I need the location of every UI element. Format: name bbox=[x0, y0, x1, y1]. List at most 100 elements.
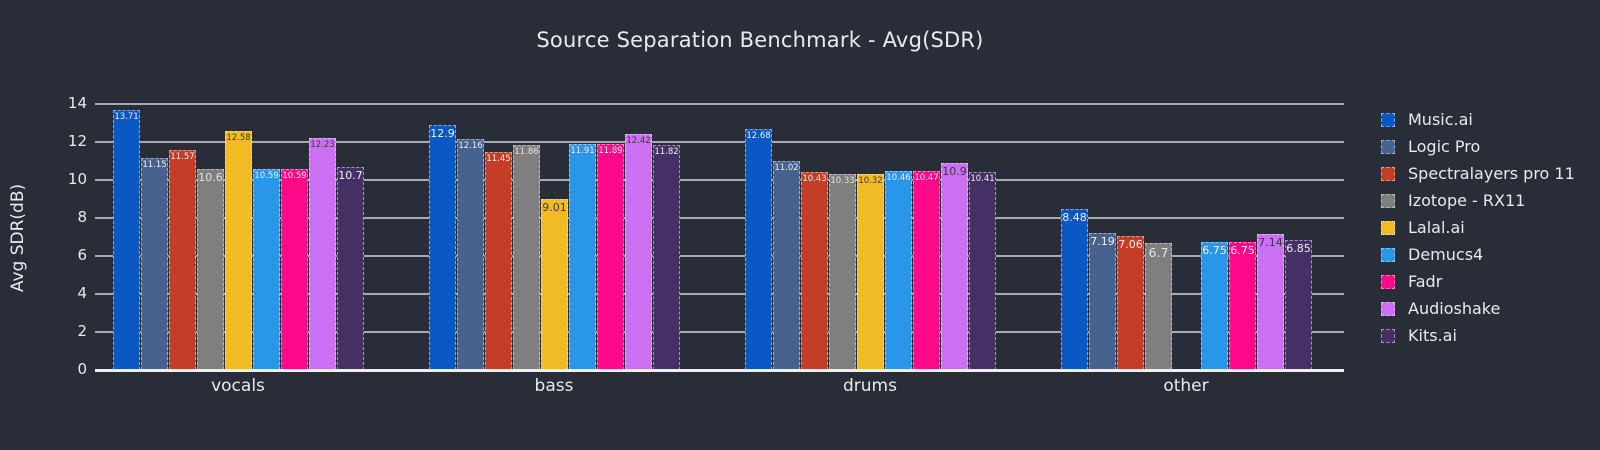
bar: 10.46 bbox=[885, 171, 912, 370]
bar: 13.71 bbox=[113, 110, 140, 370]
bar-value-label: 12.58 bbox=[226, 133, 251, 143]
bar: 10.6 bbox=[197, 169, 224, 370]
bar: 8.48 bbox=[1061, 209, 1088, 370]
bar: 11.57 bbox=[169, 150, 196, 370]
bar: 11.89 bbox=[597, 144, 624, 370]
legend: Music.ai Logic Pro Spectralayers pro 11 Izo… bbox=[1381, 106, 1575, 349]
bar: 12.9 bbox=[429, 125, 456, 370]
bar-value-label: 9.01 bbox=[542, 201, 567, 214]
legend-swatch bbox=[1381, 274, 1395, 289]
bar-value-label: 11.89 bbox=[598, 146, 623, 156]
bar: 9.01 bbox=[541, 199, 568, 370]
legend-label: Audioshake bbox=[1408, 299, 1501, 318]
bar: 11.82 bbox=[653, 145, 680, 370]
bar: 10.9 bbox=[941, 163, 968, 370]
gridline bbox=[95, 331, 1344, 333]
legend-item: Spectralayers pro 11 bbox=[1381, 160, 1575, 187]
legend-label: Lalal.ai bbox=[1408, 218, 1465, 237]
chart-title: Source Separation Benchmark - Avg(SDR) bbox=[536, 28, 984, 52]
bar-value-label: 6.7 bbox=[1148, 245, 1169, 260]
bar-value-label: 6.75 bbox=[1202, 244, 1227, 257]
bar: 10.59 bbox=[281, 169, 308, 370]
bar-value-label: 11.82 bbox=[654, 147, 679, 157]
legend-label: Logic Pro bbox=[1408, 137, 1481, 156]
bar: 11.02 bbox=[773, 161, 800, 370]
bar-value-label: 7.14 bbox=[1258, 236, 1283, 249]
gridline bbox=[95, 141, 1344, 143]
bar: 12.16 bbox=[457, 139, 484, 370]
bar-value-label: 8.48 bbox=[1062, 211, 1087, 224]
y-tick-label: 6 bbox=[77, 246, 87, 264]
bar: 12.23 bbox=[309, 138, 336, 370]
legend-swatch bbox=[1381, 166, 1395, 181]
bar-value-label: 11.45 bbox=[486, 154, 511, 164]
legend-swatch bbox=[1381, 328, 1395, 343]
y-tick-label: 10 bbox=[67, 170, 87, 188]
bar-value-label: 10.59 bbox=[282, 171, 307, 181]
bar-value-label: 12.68 bbox=[746, 131, 771, 141]
x-category-label: other bbox=[1163, 376, 1209, 396]
bar-value-label: 11.02 bbox=[774, 163, 799, 173]
gridline bbox=[95, 255, 1344, 257]
legend-label: Demucs4 bbox=[1408, 245, 1484, 264]
bar-value-label: 10.6 bbox=[198, 171, 223, 184]
legend-swatch bbox=[1381, 301, 1395, 316]
bar: 10.33 bbox=[829, 174, 856, 370]
x-category-label: vocals bbox=[211, 376, 265, 396]
bar: 11.86 bbox=[513, 145, 540, 370]
bar-value-label: 6.85 bbox=[1286, 242, 1311, 255]
gridline bbox=[95, 293, 1344, 295]
bar-value-label: 13.71 bbox=[114, 112, 139, 122]
gridline bbox=[95, 103, 1344, 105]
legend-swatch bbox=[1381, 139, 1395, 154]
y-tick-label: 2 bbox=[77, 322, 87, 340]
y-tick-label: 14 bbox=[67, 94, 87, 112]
bar-value-label: 10.47 bbox=[914, 173, 939, 183]
legend-item: Lalal.ai bbox=[1381, 214, 1575, 241]
legend-swatch bbox=[1381, 193, 1395, 208]
y-tick-label: 4 bbox=[77, 284, 87, 302]
legend-label: Music.ai bbox=[1408, 110, 1473, 129]
bar: 10.47 bbox=[913, 171, 940, 370]
legend-label: Fadr bbox=[1408, 272, 1443, 291]
bar: 11.91 bbox=[569, 144, 596, 370]
bar: 6.7 bbox=[1145, 243, 1172, 370]
bar-value-label: 11.91 bbox=[570, 146, 595, 156]
legend-item: Audioshake bbox=[1381, 295, 1575, 322]
legend-label: Spectralayers pro 11 bbox=[1408, 164, 1575, 183]
bar: 11.45 bbox=[485, 152, 512, 370]
legend-item: Music.ai bbox=[1381, 106, 1575, 133]
legend-swatch bbox=[1381, 247, 1395, 262]
bar: 6.75 bbox=[1201, 242, 1228, 370]
bar-value-label: 11.15 bbox=[142, 160, 167, 170]
bar: 7.19 bbox=[1089, 233, 1116, 370]
bar: 10.59 bbox=[253, 169, 280, 370]
bar-value-label: 10.32 bbox=[858, 176, 883, 186]
legend-swatch bbox=[1381, 220, 1395, 235]
bar-value-label: 12.42 bbox=[626, 136, 651, 146]
legend-item: Logic Pro bbox=[1381, 133, 1575, 160]
legend-item: Izotope - RX11 bbox=[1381, 187, 1575, 214]
y-tick-label: 8 bbox=[77, 208, 87, 226]
bar-value-label: 12.9 bbox=[430, 127, 455, 140]
bar: 7.06 bbox=[1117, 236, 1144, 370]
bar-value-label: 10.41 bbox=[970, 174, 995, 184]
bar: 10.32 bbox=[857, 174, 884, 370]
legend-item: Fadr bbox=[1381, 268, 1575, 295]
bar: 10.41 bbox=[969, 172, 996, 370]
x-axis-line bbox=[95, 369, 1344, 372]
gridline bbox=[95, 179, 1344, 181]
bar-value-label: 6.75 bbox=[1230, 244, 1255, 257]
bar-value-label: 10.43 bbox=[802, 174, 827, 184]
bar-value-label: 10.59 bbox=[254, 171, 279, 181]
bar: 11.15 bbox=[141, 158, 168, 370]
y-tick-label: 12 bbox=[67, 132, 87, 150]
y-tick-label: 0 bbox=[77, 360, 87, 378]
x-category-label: bass bbox=[534, 376, 574, 396]
bar-value-label: 12.16 bbox=[458, 141, 483, 151]
legend-item: Demucs4 bbox=[1381, 241, 1575, 268]
bar-value-label: 10.46 bbox=[886, 173, 911, 183]
bar: 7.14 bbox=[1257, 234, 1284, 370]
legend-label: Izotope - RX11 bbox=[1408, 191, 1526, 210]
